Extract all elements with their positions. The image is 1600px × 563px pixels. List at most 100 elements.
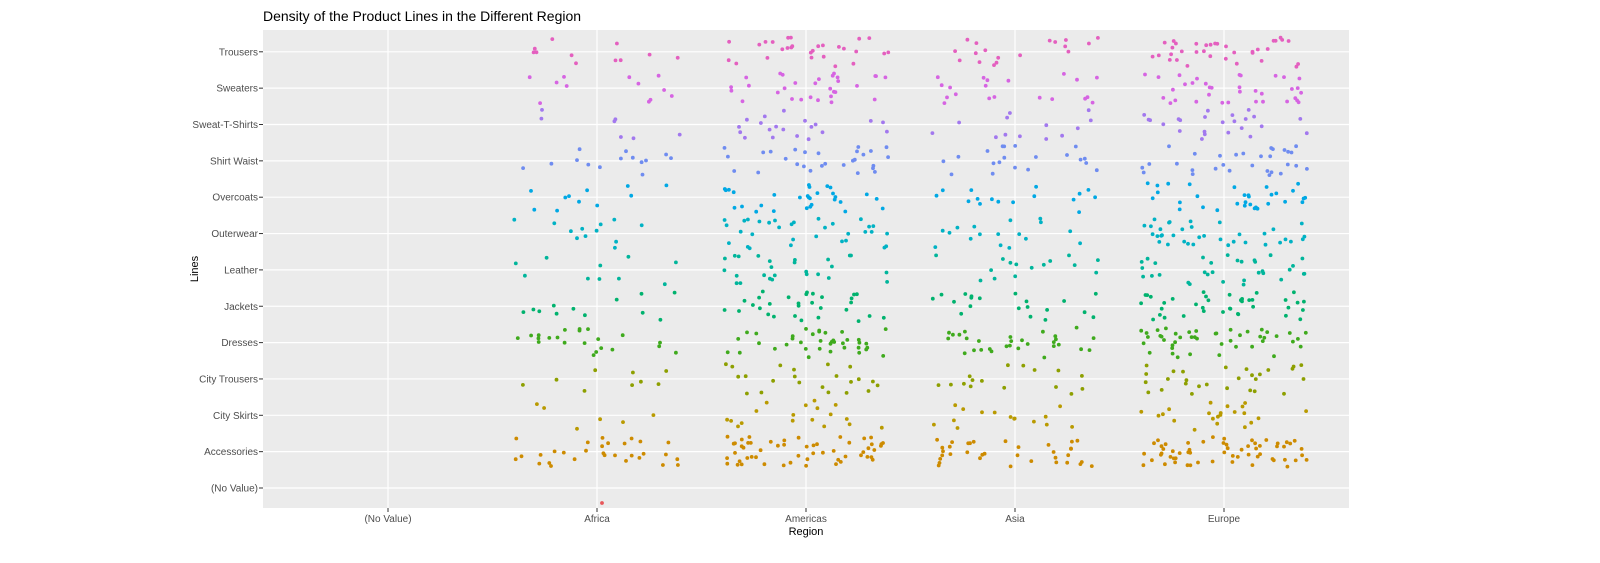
data-point — [529, 189, 533, 193]
data-point — [869, 435, 873, 440]
data-point — [1037, 95, 1042, 100]
data-point — [1144, 372, 1149, 376]
data-point — [1265, 169, 1270, 173]
data-point — [1239, 447, 1244, 452]
data-point — [963, 292, 968, 296]
data-point — [736, 424, 740, 429]
data-point — [729, 85, 733, 89]
data-point — [1008, 111, 1012, 115]
data-point — [598, 222, 603, 227]
data-point — [1253, 89, 1258, 93]
data-point — [975, 197, 980, 201]
data-point — [737, 459, 742, 464]
data-point — [577, 199, 581, 204]
data-point — [831, 449, 836, 453]
data-point — [864, 341, 869, 346]
data-point — [784, 342, 789, 347]
data-point — [856, 319, 861, 323]
data-point — [538, 453, 543, 457]
data-point — [844, 391, 849, 395]
data-point — [806, 137, 811, 142]
data-point — [1158, 313, 1162, 317]
data-point — [1241, 151, 1246, 156]
data-point — [1250, 344, 1254, 349]
data-point — [630, 383, 634, 387]
data-point — [996, 199, 1001, 204]
data-point — [1155, 183, 1160, 188]
data-point — [726, 154, 730, 159]
data-point — [1156, 53, 1161, 58]
data-point — [817, 77, 821, 81]
data-point — [879, 425, 884, 430]
data-point — [1234, 344, 1238, 349]
data-point — [968, 384, 973, 389]
data-point — [1152, 441, 1156, 446]
data-point — [994, 60, 999, 65]
data-point — [1273, 73, 1278, 78]
data-point — [828, 185, 833, 190]
data-point — [856, 377, 861, 382]
data-point — [965, 450, 970, 455]
data-point — [771, 378, 775, 383]
data-point — [724, 223, 729, 228]
data-point — [947, 330, 951, 335]
data-point — [1243, 200, 1248, 205]
data-point — [725, 417, 729, 422]
data-point — [1202, 49, 1206, 54]
data-point — [1295, 86, 1300, 90]
y-tick-label: Sweat-T-Shirts — [192, 120, 258, 131]
data-point — [577, 327, 582, 331]
data-point — [1203, 115, 1207, 119]
data-point — [825, 184, 830, 189]
data-point — [992, 410, 997, 415]
data-point — [727, 39, 731, 44]
data-point — [1162, 40, 1167, 45]
data-point — [804, 463, 808, 468]
data-point — [585, 440, 590, 445]
data-point — [863, 230, 868, 234]
data-point — [1244, 367, 1249, 371]
data-point — [872, 97, 877, 102]
data-point — [781, 463, 786, 468]
data-point — [639, 160, 644, 165]
data-point — [1008, 218, 1013, 223]
data-point — [829, 100, 834, 105]
data-point — [1258, 334, 1263, 339]
data-point — [934, 193, 939, 198]
data-point — [613, 453, 617, 458]
data-point — [788, 460, 793, 465]
data-point — [640, 310, 645, 315]
data-point — [767, 259, 772, 263]
data-point — [591, 353, 596, 357]
data-point — [1202, 234, 1206, 238]
data-point — [1249, 420, 1254, 425]
data-point — [1187, 330, 1192, 334]
data-point — [1295, 98, 1299, 103]
data-point — [1161, 447, 1166, 451]
data-point — [536, 333, 541, 338]
data-point — [1291, 339, 1295, 344]
data-point — [1187, 447, 1192, 452]
data-point — [1302, 234, 1307, 239]
data-point — [1225, 253, 1230, 257]
data-point — [1024, 299, 1029, 304]
data-point — [758, 306, 762, 311]
data-point — [1224, 442, 1229, 447]
data-point — [1294, 144, 1298, 149]
data-point — [1147, 162, 1152, 166]
data-point — [600, 436, 605, 440]
data-point — [835, 75, 840, 80]
data-point — [747, 83, 751, 88]
data-point — [1299, 363, 1304, 367]
data-point — [952, 299, 956, 304]
data-point — [1197, 384, 1201, 389]
data-point — [1045, 308, 1049, 312]
data-point — [856, 337, 861, 342]
data-point — [1075, 438, 1080, 443]
y-tick-label: Dresses — [221, 338, 258, 349]
data-point — [1146, 390, 1151, 395]
data-point — [1177, 451, 1182, 455]
data-point — [1050, 97, 1055, 101]
data-point — [1178, 118, 1183, 123]
data-point — [823, 330, 828, 335]
